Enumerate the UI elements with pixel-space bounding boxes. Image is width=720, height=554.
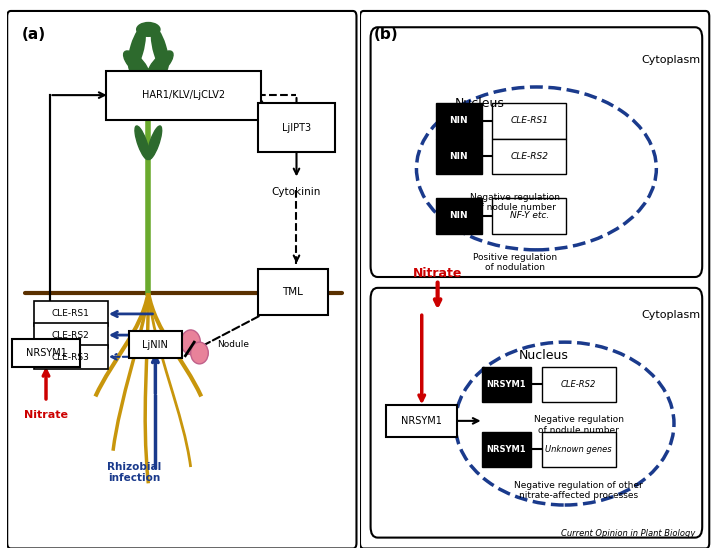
- Text: NRSYM1: NRSYM1: [487, 379, 526, 389]
- Ellipse shape: [181, 330, 200, 355]
- Ellipse shape: [135, 126, 149, 160]
- Text: LjIPT3: LjIPT3: [282, 122, 311, 133]
- FancyBboxPatch shape: [492, 138, 567, 174]
- Text: NRSYM1: NRSYM1: [487, 445, 526, 454]
- Text: HAR1/KLV/LjCLV2: HAR1/KLV/LjCLV2: [142, 90, 225, 100]
- FancyBboxPatch shape: [541, 432, 616, 467]
- Text: Negative regulation of other
nitrate-affected processes: Negative regulation of other nitrate-aff…: [514, 480, 643, 500]
- Ellipse shape: [148, 126, 162, 160]
- FancyBboxPatch shape: [492, 198, 567, 234]
- FancyBboxPatch shape: [360, 11, 709, 548]
- FancyBboxPatch shape: [34, 345, 108, 370]
- Text: CLE-RS3: CLE-RS3: [52, 352, 90, 362]
- Text: CLE-RS2: CLE-RS2: [561, 379, 596, 389]
- Text: Nodule: Nodule: [217, 340, 249, 350]
- Text: Cytokinin: Cytokinin: [272, 187, 321, 197]
- Text: NIN: NIN: [449, 116, 468, 125]
- Text: Unknown genes: Unknown genes: [546, 445, 612, 454]
- Text: NIN: NIN: [449, 152, 468, 161]
- FancyBboxPatch shape: [34, 301, 108, 326]
- Text: Nucleus: Nucleus: [518, 349, 568, 362]
- FancyBboxPatch shape: [436, 103, 482, 138]
- Text: Cytoplasm: Cytoplasm: [641, 310, 700, 320]
- Text: CLE-RS1: CLE-RS1: [52, 309, 90, 318]
- FancyBboxPatch shape: [541, 367, 616, 402]
- FancyBboxPatch shape: [34, 323, 108, 347]
- Ellipse shape: [136, 22, 161, 37]
- Text: CLE-RS2: CLE-RS2: [510, 152, 549, 161]
- Ellipse shape: [148, 74, 165, 105]
- FancyBboxPatch shape: [106, 71, 261, 120]
- FancyBboxPatch shape: [436, 198, 482, 234]
- Text: NRSYM1: NRSYM1: [401, 416, 442, 426]
- Ellipse shape: [416, 87, 657, 250]
- FancyBboxPatch shape: [371, 27, 702, 277]
- FancyBboxPatch shape: [482, 432, 531, 467]
- Text: (b): (b): [374, 27, 399, 42]
- Text: Positive regulation
of nodulation: Positive regulation of nodulation: [473, 253, 557, 272]
- Ellipse shape: [150, 27, 169, 72]
- Ellipse shape: [455, 342, 674, 505]
- Text: Nucleus: Nucleus: [455, 97, 505, 110]
- Text: Rhizobial
infection: Rhizobial infection: [107, 461, 161, 483]
- FancyBboxPatch shape: [7, 11, 356, 548]
- Ellipse shape: [191, 342, 208, 364]
- Text: CLE-RS1: CLE-RS1: [510, 116, 549, 125]
- Text: CLE-RS2: CLE-RS2: [52, 331, 89, 340]
- Text: Negative regulation
of nodule number: Negative regulation of nodule number: [470, 193, 560, 212]
- Text: NF-Y etc.: NF-Y etc.: [510, 212, 549, 220]
- Ellipse shape: [132, 74, 149, 105]
- Text: NRSYM1: NRSYM1: [26, 348, 66, 358]
- Ellipse shape: [148, 51, 173, 77]
- Text: NIN: NIN: [449, 212, 468, 220]
- Text: Negative regulation
of nodule number: Negative regulation of nodule number: [534, 416, 624, 435]
- FancyBboxPatch shape: [482, 367, 531, 402]
- Text: TML: TML: [282, 287, 303, 297]
- Text: Cytoplasm: Cytoplasm: [641, 55, 700, 65]
- FancyBboxPatch shape: [129, 331, 182, 358]
- FancyBboxPatch shape: [492, 103, 567, 138]
- Text: LjNIN: LjNIN: [143, 340, 168, 350]
- Ellipse shape: [124, 51, 148, 77]
- FancyBboxPatch shape: [258, 269, 328, 315]
- FancyBboxPatch shape: [258, 103, 336, 152]
- Text: Current Opinion in Plant Biology: Current Opinion in Plant Biology: [561, 529, 696, 537]
- FancyBboxPatch shape: [387, 404, 457, 437]
- Text: Nitrate: Nitrate: [413, 266, 462, 280]
- Text: Nitrate: Nitrate: [24, 410, 68, 420]
- FancyBboxPatch shape: [436, 138, 482, 174]
- FancyBboxPatch shape: [371, 288, 702, 537]
- Text: (a): (a): [22, 27, 45, 42]
- FancyBboxPatch shape: [12, 340, 79, 367]
- Ellipse shape: [127, 27, 146, 72]
